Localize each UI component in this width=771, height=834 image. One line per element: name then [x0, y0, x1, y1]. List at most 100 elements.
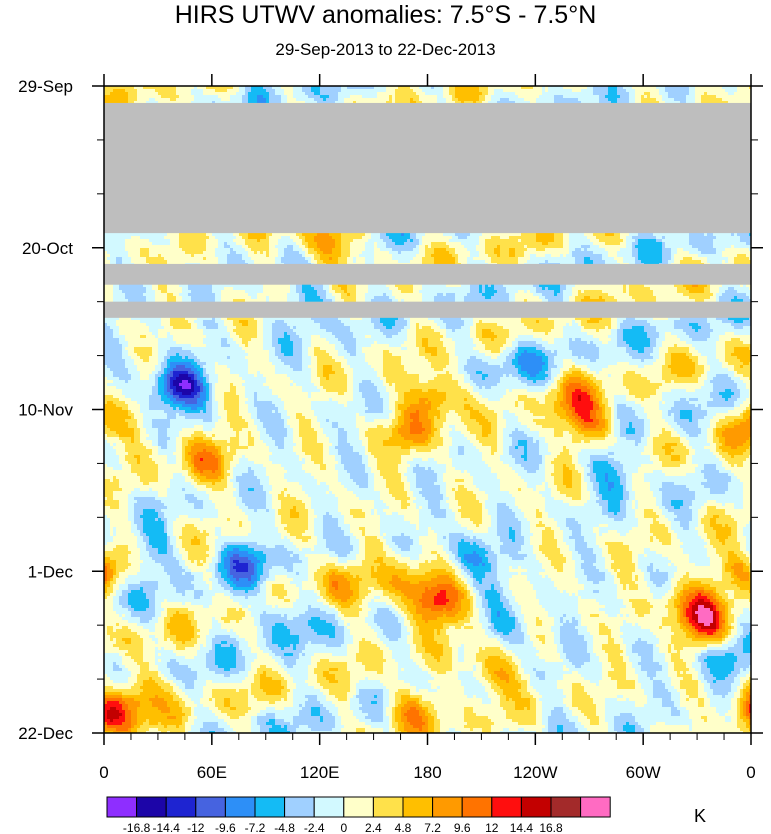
field-cell — [386, 92, 390, 96]
field-cell — [257, 98, 261, 102]
field-cell — [440, 86, 444, 90]
field-cell — [275, 98, 279, 102]
field-cell — [497, 98, 501, 102]
field-cell — [155, 92, 159, 96]
field-cell — [569, 86, 573, 90]
field-cell — [680, 89, 684, 93]
field-cell — [530, 86, 534, 90]
field-cell — [386, 86, 390, 90]
field-cell — [488, 98, 492, 102]
field-cell — [119, 98, 123, 102]
field-cell — [578, 92, 582, 96]
field-cell — [536, 86, 540, 90]
field-cell — [290, 101, 294, 105]
field-cell — [524, 92, 528, 96]
field-cell — [221, 89, 225, 93]
field-cell — [662, 101, 666, 105]
field-cell — [539, 101, 543, 105]
field-cell — [623, 98, 627, 102]
field-cell — [365, 101, 369, 105]
field-cell — [413, 86, 417, 90]
field-cell — [329, 95, 333, 99]
field-cell — [623, 101, 627, 105]
field-cell — [287, 86, 291, 90]
field-cell — [350, 89, 354, 93]
field-cell — [152, 98, 156, 102]
field-cell — [332, 95, 336, 99]
field-cell — [131, 101, 135, 105]
field-cell — [710, 89, 714, 93]
field-cell — [551, 92, 555, 96]
field-cell — [371, 98, 375, 102]
field-cell — [566, 101, 570, 105]
field-cell — [419, 101, 423, 105]
field-cell — [155, 101, 159, 105]
field-cell — [299, 92, 303, 96]
field-cell — [656, 92, 660, 96]
field-cell — [473, 95, 477, 99]
field-cell — [680, 92, 684, 96]
field-cell — [299, 98, 303, 102]
field-cell — [104, 92, 108, 96]
field-cell — [227, 98, 231, 102]
field-cell — [131, 95, 135, 99]
field-cell — [266, 92, 270, 96]
field-cell — [305, 95, 309, 99]
field-cell — [566, 89, 570, 93]
field-cell — [611, 89, 615, 93]
field-cell — [473, 98, 477, 102]
field-cell — [656, 98, 660, 102]
field-cell — [113, 95, 117, 99]
field-cell — [278, 95, 282, 99]
field-cell — [278, 101, 282, 105]
field-cell — [728, 95, 732, 99]
field-cell — [104, 98, 108, 102]
field-cell — [305, 86, 309, 90]
field-cell — [635, 98, 639, 102]
field-cell — [569, 89, 573, 93]
field-cell — [110, 101, 114, 105]
field-cell — [608, 92, 612, 96]
field-cell — [329, 101, 333, 105]
field-cell — [665, 98, 669, 102]
field-cell — [392, 86, 396, 90]
field-cell — [512, 89, 516, 93]
field-cell — [443, 95, 447, 99]
field-cell — [338, 92, 342, 96]
field-cell — [407, 92, 411, 96]
field-cell — [443, 101, 447, 105]
field-cell — [425, 98, 429, 102]
field-cell — [176, 95, 180, 99]
field-cell — [242, 92, 246, 96]
field-cell — [236, 98, 240, 102]
field-cell — [500, 101, 504, 105]
field-cell — [263, 101, 267, 105]
field-cell — [134, 92, 138, 96]
field-cell — [143, 95, 147, 99]
field-cell — [632, 89, 636, 93]
field-cell — [536, 98, 540, 102]
field-cell — [332, 86, 336, 90]
field-cell — [617, 98, 621, 102]
field-cell — [527, 98, 531, 102]
field-cell — [188, 101, 192, 105]
field-cell — [446, 95, 450, 99]
field-cell — [332, 98, 336, 102]
field-cell — [482, 89, 486, 93]
field-cell — [362, 92, 366, 96]
field-cell — [263, 98, 267, 102]
field-cell — [605, 98, 609, 102]
field-cell — [749, 89, 751, 93]
field-cell — [524, 89, 528, 93]
field-cell — [587, 92, 591, 96]
field-cell — [431, 98, 435, 102]
field-cell — [149, 92, 153, 96]
field-cell — [575, 86, 579, 90]
field-cell — [695, 98, 699, 102]
field-cell — [149, 95, 153, 99]
field-cell — [236, 86, 240, 90]
field-cell — [575, 101, 579, 105]
field-cell — [233, 98, 237, 102]
field-cell — [545, 101, 549, 105]
field-cell — [683, 98, 687, 102]
